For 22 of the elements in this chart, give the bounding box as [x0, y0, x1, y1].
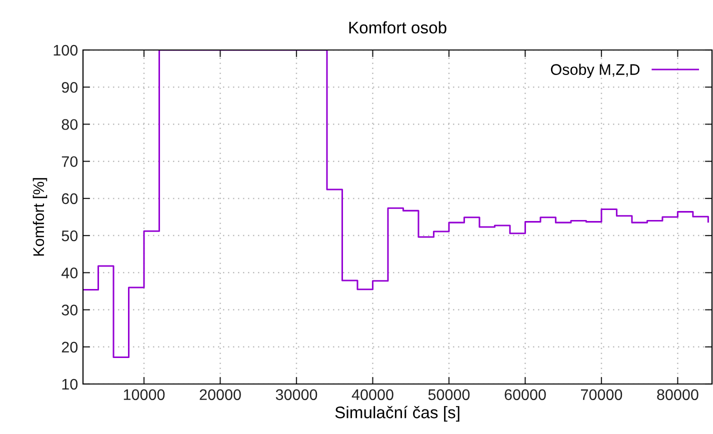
y-tick-label: 50	[62, 230, 78, 242]
legend-label: Osoby M,Z,D	[550, 64, 640, 78]
x-tick-label: 70000	[580, 389, 622, 400]
y-tick-label: 100	[54, 44, 78, 56]
y-tick-label: 20	[62, 342, 78, 353]
x-tick-label: 80000	[657, 389, 698, 400]
y-axis-title: Komfort [%]	[32, 178, 48, 256]
y-tick-label: 80	[62, 119, 78, 130]
x-tick-label: 60000	[504, 389, 546, 400]
x-tick-label: 30000	[276, 389, 318, 400]
x-tick-label: 20000	[200, 389, 241, 400]
y-tick-label: 70	[62, 156, 78, 168]
y-tick-label: 10	[62, 378, 78, 390]
x-axis-title: Simulační čas [s]	[335, 406, 460, 422]
x-tick-label: 50000	[428, 389, 470, 400]
y-tick-label: 40	[62, 268, 78, 278]
y-tick-label: 90	[62, 82, 78, 93]
y-tick-label: 30	[62, 304, 78, 316]
x-tick-label: 40000	[352, 389, 394, 400]
x-tick-label: 10000	[124, 389, 165, 400]
y-tick-label: 60	[62, 193, 78, 204]
chart-title: Komfort osob	[349, 21, 446, 34]
